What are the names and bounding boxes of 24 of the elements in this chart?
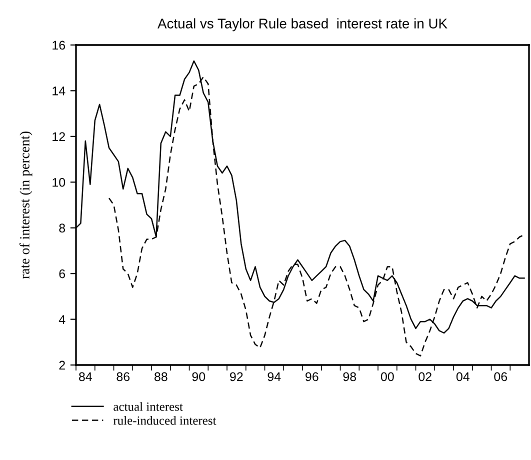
y-tick-label: 10 [52, 178, 66, 187]
x-tick-label: 94 [268, 372, 281, 382]
x-tick-label: 84 [78, 372, 92, 382]
chart-title: Actual vs Taylor Rule based interest rate in UK [158, 18, 448, 32]
y-tick-label: 8 [59, 224, 66, 233]
y-tick-label: 6 [59, 269, 66, 278]
y-axis-title: rate of interest (in percent) [20, 132, 32, 279]
x-tick-label: 98 [343, 372, 356, 382]
x-tick-label: 90 [192, 372, 206, 382]
x-tick-label: 88 [154, 372, 168, 382]
y-tick-label: 16 [52, 40, 66, 50]
y-tick-label: 12 [52, 132, 65, 141]
x-tick-label: 86 [116, 372, 130, 382]
y-tick-label: 14 [52, 86, 66, 96]
x-tick-label: 02 [418, 372, 432, 382]
x-tick-label: 96 [306, 372, 318, 382]
y-tick-label: 4 [58, 315, 66, 324]
x-tick-label: 92 [230, 372, 243, 382]
x-tick-label: 04 [456, 372, 470, 382]
legend-label: actual interest [114, 402, 183, 411]
y-tick-label: 2 [59, 360, 65, 370]
x-tick-label: 00 [380, 372, 394, 382]
x-tick-label: 06 [494, 372, 508, 382]
legend-label: rule-induced interest [113, 416, 216, 425]
